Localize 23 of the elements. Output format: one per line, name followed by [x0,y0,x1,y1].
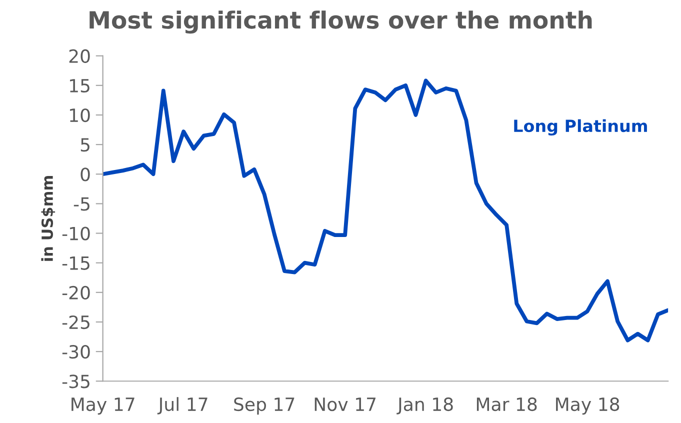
y-tick-label: 5 [80,138,90,152]
y-tick-label: 10 [70,108,90,122]
x-tick-label: Jul 17 [157,397,208,414]
y-tick-label: -30 [62,345,90,359]
y-tick-label: -20 [62,286,90,300]
y-tick-label: 15 [70,79,90,93]
text: Long Platinum [514,119,647,136]
y-tick-label: -35 [62,374,90,388]
y-axis-title: in US$mm [41,176,56,261]
y-tick-label: -10 [62,226,90,240]
line-series [102,78,668,342]
y-tick-label: 20 [69,49,90,63]
y-tick-label: -25 [62,315,90,330]
x-tick-label: Nov 17 [314,398,376,412]
x-tick-label: Mar 18 [476,397,537,412]
y-tick-label: -5 [74,197,90,211]
y-tick-label: -15 [62,256,90,270]
chart-title: Most significant flows over the month [90,10,592,34]
y-tick-label: 0 [80,168,90,182]
x-tick-label: Jan 18 [396,397,453,414]
x-tick-label: May 17 [72,398,134,415]
x-tick-label: May 18 [556,397,620,415]
x-tick-label: Sep 17 [234,397,294,415]
